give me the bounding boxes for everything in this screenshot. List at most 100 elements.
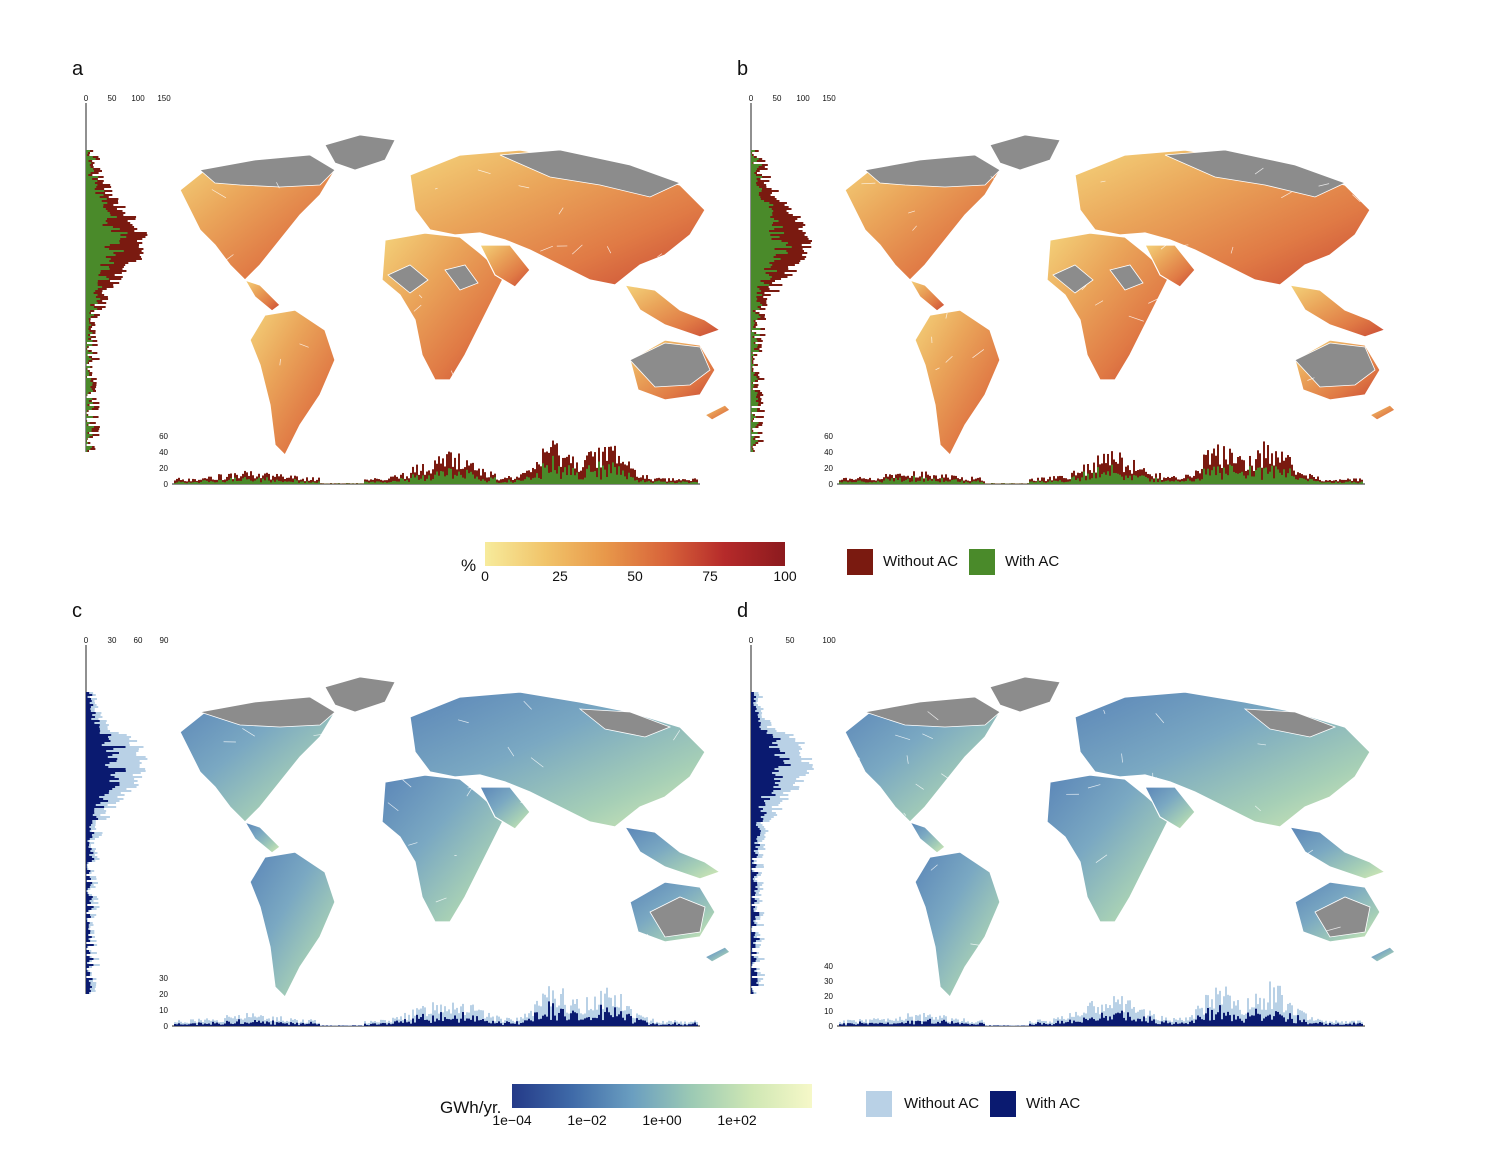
- histogram-bar-with-ac: [1273, 1016, 1275, 1026]
- histogram-bar-with-ac: [751, 902, 755, 904]
- histogram-bar-with-ac: [382, 482, 384, 484]
- histogram-bar-with-ac: [250, 1022, 252, 1026]
- histogram-bar-with-ac: [751, 920, 754, 922]
- histogram-bar-with-ac: [751, 708, 757, 710]
- histogram-bar-with-ac: [634, 1022, 636, 1026]
- histogram-bar-with-ac: [751, 236, 780, 238]
- histogram-bar-with-ac: [751, 982, 757, 984]
- histogram-bar-with-ac: [86, 922, 90, 924]
- histogram-bar-with-ac: [751, 984, 759, 986]
- histogram-bar-with-ac: [1069, 481, 1071, 484]
- histogram-bar-with-ac: [751, 826, 758, 828]
- histogram-bar-with-ac: [86, 346, 88, 348]
- histogram-bar-with-ac: [983, 1023, 985, 1026]
- histogram-bar-with-ac: [1323, 482, 1325, 484]
- country-border: [325, 821, 339, 827]
- histogram-bar-without-ac: [1245, 470, 1247, 484]
- histogram-bar-with-ac: [977, 480, 979, 484]
- histogram-tick-label: 40: [824, 448, 833, 457]
- histogram-bar-with-ac: [86, 238, 121, 240]
- histogram-bar-with-ac: [751, 776, 783, 778]
- histogram-bar-without-ac: [1053, 1018, 1055, 1026]
- histogram-bar-without-ac: [751, 864, 764, 866]
- country-border: [673, 730, 681, 741]
- latitude-histogram: 0 50 100: [749, 636, 836, 994]
- histogram-bar-with-ac: [989, 1025, 991, 1026]
- histogram-bar-with-ac: [86, 224, 103, 226]
- histogram-bar-with-ac: [1255, 1008, 1257, 1026]
- histogram-bar-with-ac: [686, 1025, 688, 1026]
- histogram-bar-with-ac: [454, 1015, 456, 1026]
- histogram-bar-with-ac: [474, 1021, 476, 1026]
- histogram-bar-without-ac: [751, 264, 795, 266]
- histogram-bar-without-ac: [1111, 1008, 1113, 1026]
- histogram-bar-with-ac: [202, 480, 204, 484]
- histogram-bar-without-ac: [86, 722, 106, 724]
- histogram-bar-without-ac: [885, 1021, 887, 1026]
- histogram-bar-with-ac: [945, 480, 947, 484]
- histogram-bar-without-ac: [86, 876, 97, 878]
- country-border: [861, 182, 876, 185]
- histogram-bar-with-ac: [1039, 482, 1041, 484]
- histogram-bar-with-ac: [751, 778, 775, 780]
- histogram-bar-without-ac: [751, 168, 768, 170]
- country-border: [408, 842, 418, 846]
- histogram-bar-without-ac: [751, 958, 765, 960]
- histogram-bar-with-ac: [1211, 470, 1213, 484]
- histogram-bar-with-ac: [751, 910, 754, 912]
- map-region-arabia: [479, 786, 531, 830]
- histogram-bar-with-ac: [941, 478, 943, 484]
- histogram-bar-with-ac: [214, 1023, 216, 1026]
- histogram-bar-without-ac: [751, 364, 758, 366]
- histogram-bar-with-ac: [1219, 1005, 1221, 1026]
- histogram-bar-without-ac: [901, 475, 903, 484]
- histogram-bar-without-ac: [751, 390, 761, 392]
- histogram-bar-with-ac: [86, 866, 87, 868]
- histogram-bar-without-ac: [845, 477, 847, 484]
- histogram-bar-with-ac: [86, 990, 91, 992]
- histogram-bar-without-ac: [1105, 1004, 1107, 1026]
- country-border: [544, 327, 559, 338]
- country-border: [1314, 268, 1317, 271]
- histogram-bar-with-ac: [86, 240, 120, 242]
- histogram-bar-with-ac: [188, 1024, 190, 1026]
- histogram-bar-with-ac: [620, 1011, 622, 1026]
- histogram-bar-with-ac: [849, 481, 851, 484]
- histogram-bar-with-ac: [86, 436, 90, 438]
- country-border: [1100, 180, 1106, 183]
- histogram-bar-with-ac: [86, 282, 98, 284]
- histogram-bar-with-ac: [86, 950, 89, 952]
- histogram-bar-with-ac: [1227, 1011, 1229, 1026]
- histogram-bar-without-ac: [380, 479, 382, 484]
- histogram-bar-without-ac: [220, 1022, 222, 1026]
- histogram-bar-with-ac: [518, 1024, 520, 1026]
- histogram-bar-with-ac: [512, 1023, 514, 1026]
- histogram-bar-with-ac: [666, 1024, 668, 1026]
- histogram-bar-without-ac: [1155, 1019, 1157, 1026]
- histogram-bar-without-ac: [849, 1019, 851, 1026]
- histogram-bar-with-ac: [310, 1021, 312, 1026]
- histogram-bar-without-ac: [388, 478, 390, 484]
- histogram-bar-with-ac: [881, 1022, 883, 1026]
- histogram-bar-with-ac: [480, 480, 482, 484]
- histogram-bar-with-ac: [1073, 1020, 1075, 1026]
- histogram-bar-with-ac: [86, 286, 103, 288]
- histogram-bar-with-ac: [86, 222, 108, 224]
- histogram-bar-without-ac: [86, 448, 96, 450]
- histogram-bar-with-ac: [1171, 481, 1173, 484]
- histogram-bar-with-ac: [280, 1022, 282, 1026]
- histogram-bar-with-ac: [514, 1023, 516, 1026]
- histogram-bar-without-ac: [751, 964, 753, 966]
- histogram-bar-with-ac: [1223, 1012, 1225, 1026]
- country-border: [387, 802, 399, 812]
- histogram-bar-without-ac: [396, 476, 398, 484]
- histogram-bar-without-ac: [86, 420, 88, 422]
- histogram-bar-without-ac: [751, 298, 768, 300]
- histogram-bar-without-ac: [86, 706, 99, 708]
- histogram-bar-without-ac: [1257, 450, 1259, 484]
- histogram-bar-with-ac: [751, 302, 761, 304]
- histogram-bar-with-ac: [1303, 478, 1305, 484]
- histogram-bar-with-ac: [1041, 481, 1043, 484]
- histogram-bar-with-ac: [751, 850, 754, 852]
- histogram-bar-with-ac: [296, 1022, 298, 1026]
